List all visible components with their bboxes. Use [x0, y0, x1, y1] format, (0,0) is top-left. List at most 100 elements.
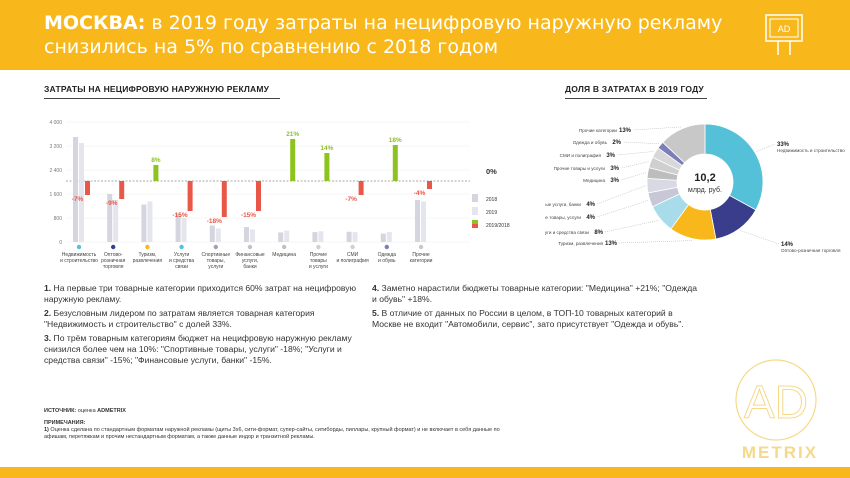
- change-label: -15%: [173, 212, 188, 219]
- change-bar: [221, 181, 227, 217]
- category-label: Спортивные товары, услуги: [201, 252, 230, 270]
- pie-leader-line: [740, 230, 780, 245]
- pie-slice: [662, 123, 706, 164]
- category-icon: [384, 244, 389, 250]
- pie-category-label: Спортивные товары, услуги: [545, 215, 581, 220]
- change-label: -4%: [414, 190, 426, 197]
- category-icon: [247, 244, 253, 250]
- pie-category-label: Финансовые услуги, банки: [545, 202, 581, 207]
- bar-chart: 4 000 3 200 2 400 1 600 800 0 0% -7% Недвижимост…: [49, 120, 509, 270]
- y-tick-label: 3 200: [49, 144, 62, 150]
- pie-category-label: Недвижимость и строительство: [777, 148, 845, 153]
- note-5: 5. В отличие от данных по России в целом…: [372, 308, 684, 329]
- legend-2018-swatch: [472, 194, 478, 202]
- change-bar: [153, 165, 159, 181]
- zero-percent-label: 0%: [486, 167, 497, 176]
- change-bar: [85, 181, 90, 195]
- note-2: 2. Безусловным лидером по затратам являе…: [44, 308, 315, 329]
- pie-leader-line: [756, 143, 776, 152]
- billboard-logo-icon: AD: [765, 14, 803, 55]
- category-icon: [179, 244, 184, 250]
- change-label: -7%: [72, 196, 84, 203]
- notes-left: 1. На первые три товарные категории прих…: [44, 283, 364, 369]
- category-icon: [282, 244, 287, 250]
- pie-category-label: Прочие товары и услуги: [554, 166, 606, 171]
- pie-leader-line: [604, 220, 659, 233]
- bar-2018: [175, 213, 181, 242]
- pie-leader-line: [632, 126, 682, 131]
- category-label: Финансовые услуги, банки: [235, 252, 264, 270]
- footer-bar: [0, 467, 850, 478]
- bar-chart-title: ЗАТРАТЫ НА НЕЦИФРОВУЮ НАРУЖНУЮ РЕКЛАМУ: [44, 84, 270, 94]
- pie-percent-label: 8%: [594, 230, 603, 236]
- y-tick-label: 800: [54, 216, 63, 222]
- change-bar: [290, 139, 296, 181]
- category-icon: [316, 244, 321, 250]
- change-bar: [392, 145, 398, 181]
- category-label: Услуги и средства связи: [169, 252, 194, 270]
- y-tick-label: 1 600: [49, 192, 62, 198]
- category-icon: [213, 244, 218, 250]
- bar-2018: [415, 200, 420, 242]
- y-tick-label: 0: [59, 240, 62, 246]
- bar-2019: [421, 201, 426, 242]
- pie-leader-line: [596, 185, 646, 205]
- watermark-ad: AD: [744, 376, 808, 428]
- bar-2019: [147, 201, 153, 242]
- pie-percent-label: 2%: [612, 140, 621, 146]
- change-label: -18%: [207, 218, 222, 225]
- divider: [565, 98, 707, 99]
- legend-change-swatch-up: [472, 220, 478, 224]
- legend-2019-swatch: [472, 207, 478, 215]
- change-bar: [358, 181, 364, 195]
- bar-2018: [107, 194, 113, 242]
- pie-leader-line: [622, 141, 659, 144]
- bar-2019: [386, 232, 392, 242]
- change-label: 21%: [286, 131, 299, 138]
- category-label: Туризм, развлечения: [133, 252, 163, 264]
- change-bar: [119, 181, 125, 199]
- change-bar: [427, 181, 432, 189]
- pie-percent-label: 33%: [777, 142, 790, 148]
- category-icon: [111, 244, 116, 250]
- pie-category-label: СМИ и полиграфия: [560, 153, 602, 158]
- bar-2018: [380, 233, 386, 242]
- bar-2019: [250, 229, 255, 242]
- change-bar: [187, 181, 193, 211]
- notes-right: 4. Заметно нарастили бюджеты товарные ка…: [372, 283, 702, 333]
- bar-2019: [79, 143, 84, 242]
- category-label: Прочие категории: [410, 252, 433, 264]
- pie-category-label: Медицина: [583, 178, 605, 183]
- bar-2018: [312, 232, 318, 242]
- divider: [44, 98, 280, 99]
- pie-category-label: Услуги и средства связи: [545, 230, 589, 235]
- bar-2019: [284, 230, 290, 242]
- pie-leader-line: [620, 161, 649, 169]
- pie-percent-label: 3%: [606, 153, 615, 159]
- bar-2018: [346, 231, 352, 242]
- pie-percent-label: 4%: [586, 215, 595, 221]
- admetrix-watermark: AD METRIX: [735, 359, 817, 462]
- pie-percent-label: 14%: [781, 242, 794, 248]
- change-label: 8%: [151, 157, 161, 164]
- pie-percent-label: 4%: [586, 202, 595, 208]
- note-3: 3. По трём товарным категориям бюджет на…: [44, 333, 352, 365]
- legend-2018-label: 2018: [486, 197, 497, 203]
- change-label: -7%: [345, 196, 357, 203]
- donut-hole: [678, 155, 732, 209]
- bar-2018: [141, 204, 147, 242]
- category-label: Одежда и обувь: [378, 252, 397, 264]
- pie-chart: 33%Недвижимость и строительство 14%Оптово…: [545, 123, 845, 253]
- category-label: Медицина: [272, 252, 296, 258]
- bar-2018: [209, 225, 215, 242]
- pie-percent-label: 13%: [605, 241, 618, 247]
- header-banner: МОСКВА: в 2019 году затраты на нецифрову…: [0, 0, 850, 70]
- pie-slice: [704, 123, 764, 211]
- legend-2019-label: 2019: [486, 210, 497, 216]
- bar-2019: [113, 200, 119, 242]
- pie-percent-label: 3%: [610, 178, 619, 184]
- legend-change-swatch-down: [472, 224, 478, 228]
- category-label: Оптово-розничная торговля: [101, 252, 125, 270]
- y-tick-label: 2 400: [49, 168, 62, 174]
- source-line: ИСТОЧНИК: оценка ADMETRIX: [44, 408, 126, 414]
